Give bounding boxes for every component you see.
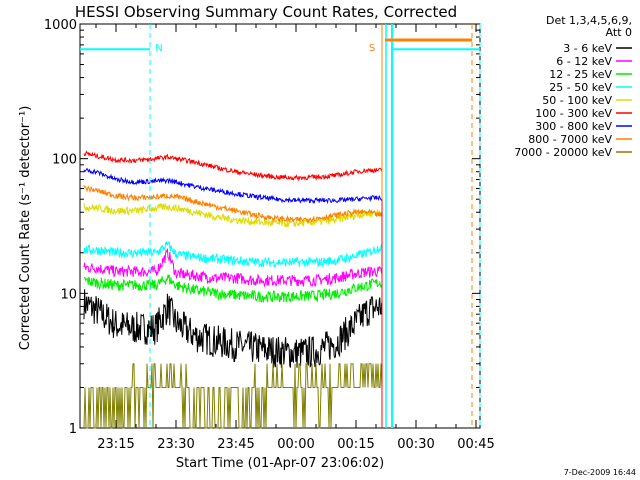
y-tick-label: 10 xyxy=(60,287,77,302)
series-line xyxy=(83,274,383,303)
legend-label: 12 - 25 keV xyxy=(549,68,612,81)
x-tick-label: 00:00 xyxy=(277,437,314,452)
y-axis-title: Corrected Count Rate (s⁻¹ detector⁻¹) xyxy=(18,106,33,351)
legend-header: Att 0 xyxy=(606,26,632,39)
series-line xyxy=(83,202,383,228)
series-line xyxy=(83,168,382,205)
plot-frame xyxy=(79,23,481,429)
x-tick-label: 23:45 xyxy=(217,437,254,452)
x-tick-label: 00:45 xyxy=(457,437,494,452)
legend-label: 3 - 6 keV xyxy=(563,42,612,55)
series-line xyxy=(83,241,383,268)
legend-label: 50 - 100 keV xyxy=(542,94,612,107)
marker-label: N xyxy=(155,43,162,54)
x-tick-label: 00:15 xyxy=(337,437,374,452)
y-tick-label: 100 xyxy=(52,153,77,168)
legend-header: Det 1,3,4,5,6,9, xyxy=(546,14,632,27)
marker-s: S xyxy=(369,24,473,428)
legend-label: 300 - 800 keV xyxy=(535,120,612,133)
footer-date: 7-Dec-2009 16:44 xyxy=(564,468,636,477)
series-line xyxy=(83,150,383,182)
series-line xyxy=(83,184,383,224)
legend-label: 800 - 7000 keV xyxy=(528,133,612,146)
y-tick-label: 1 xyxy=(69,422,77,437)
series-line xyxy=(83,289,383,368)
x-tick-label: 23:30 xyxy=(157,437,194,452)
legend-label: 100 - 300 keV xyxy=(535,107,612,120)
x-tick-label: 23:15 xyxy=(97,437,134,452)
series-line xyxy=(83,363,383,429)
legend-label: 6 - 12 keV xyxy=(556,55,612,68)
marker-n: N xyxy=(80,24,481,428)
x-axis-title: Start Time (01-Apr-07 23:06:02) xyxy=(176,456,384,471)
marker-label: S xyxy=(369,43,375,54)
plot-area: 1 10 100 1000 23:15 23:30 23:45 00:00 00:15 00:30… xyxy=(44,18,495,452)
legend-label: 25 - 50 keV xyxy=(549,81,612,94)
x-tick-label: 00:30 xyxy=(397,437,434,452)
legend-label: 7000 - 20000 keV xyxy=(514,146,612,159)
series-line xyxy=(83,248,383,288)
y-tick-label: 1000 xyxy=(44,18,77,33)
chart-title: HESSI Observing Summary Count Rates, Cor… xyxy=(75,3,457,21)
